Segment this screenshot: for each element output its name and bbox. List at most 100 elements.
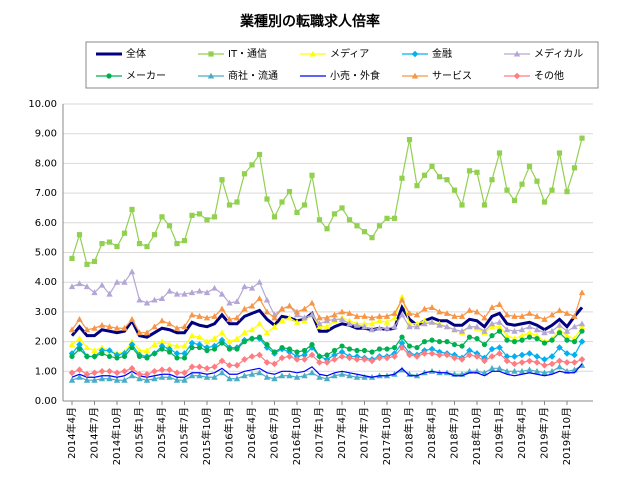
data-point bbox=[76, 373, 83, 380]
data-point bbox=[511, 360, 518, 368]
data-point bbox=[413, 311, 421, 318]
data-point bbox=[496, 350, 503, 357]
data-point bbox=[503, 357, 511, 365]
data-point bbox=[331, 372, 338, 379]
data-point bbox=[301, 356, 308, 363]
data-point bbox=[481, 357, 488, 365]
data-point bbox=[428, 345, 436, 353]
data-point bbox=[451, 326, 458, 333]
y-tick-label: 4.00 bbox=[35, 277, 57, 288]
data-point bbox=[444, 339, 450, 345]
data-point bbox=[241, 372, 248, 379]
data-point bbox=[233, 298, 241, 305]
data-point bbox=[398, 366, 406, 373]
data-point bbox=[474, 336, 480, 342]
data-point bbox=[308, 369, 316, 376]
data-point bbox=[91, 369, 98, 377]
data-point bbox=[203, 373, 211, 380]
x-tick-label: 2019年10月 bbox=[560, 407, 573, 465]
x-tick-label: 2019年7月 bbox=[538, 407, 551, 459]
data-point bbox=[338, 348, 346, 356]
data-point bbox=[211, 363, 218, 371]
data-point bbox=[128, 268, 136, 275]
data-point bbox=[526, 163, 533, 169]
data-point bbox=[324, 352, 330, 358]
data-point bbox=[76, 316, 83, 322]
legend-marker bbox=[207, 72, 215, 79]
data-point bbox=[421, 350, 428, 357]
data-point bbox=[248, 302, 256, 309]
data-point bbox=[376, 223, 383, 229]
data-point bbox=[166, 366, 173, 374]
data-point bbox=[519, 337, 525, 343]
data-point bbox=[384, 346, 390, 352]
data-point bbox=[338, 316, 346, 322]
data-point bbox=[188, 289, 196, 296]
data-point bbox=[458, 313, 466, 319]
data-point bbox=[83, 326, 91, 333]
data-point bbox=[571, 323, 578, 330]
data-point bbox=[518, 326, 526, 333]
data-point bbox=[151, 323, 158, 330]
data-point bbox=[278, 372, 286, 379]
data-point bbox=[496, 318, 503, 325]
data-point bbox=[481, 369, 488, 376]
data-point bbox=[278, 354, 286, 362]
data-point bbox=[428, 350, 436, 357]
data-point bbox=[294, 349, 300, 355]
x-tick-label: 2016年7月 bbox=[268, 407, 281, 459]
data-point bbox=[263, 373, 271, 380]
data-point bbox=[316, 217, 323, 223]
data-point bbox=[571, 313, 578, 319]
data-point bbox=[346, 320, 353, 327]
data-point bbox=[143, 376, 151, 383]
data-point bbox=[571, 339, 578, 345]
data-point bbox=[136, 375, 143, 382]
data-point bbox=[533, 313, 541, 319]
data-point bbox=[166, 223, 173, 229]
data-point bbox=[331, 316, 338, 322]
data-point bbox=[443, 310, 451, 316]
data-point bbox=[564, 189, 570, 195]
data-point bbox=[511, 327, 518, 334]
data-point bbox=[136, 329, 143, 336]
data-point bbox=[144, 243, 150, 250]
data-point bbox=[166, 341, 173, 348]
data-point bbox=[196, 333, 203, 340]
data-point bbox=[256, 320, 263, 327]
data-point bbox=[271, 360, 278, 368]
data-point bbox=[571, 359, 578, 366]
x-tick-label: 2014年10月 bbox=[110, 407, 123, 465]
data-point bbox=[548, 311, 556, 318]
data-point bbox=[541, 369, 548, 376]
data-point bbox=[136, 370, 143, 378]
data-point bbox=[249, 162, 255, 168]
data-point bbox=[361, 373, 368, 380]
data-point bbox=[406, 310, 413, 316]
data-point bbox=[511, 339, 518, 345]
data-point bbox=[331, 347, 338, 354]
data-point bbox=[196, 211, 203, 217]
data-point bbox=[503, 353, 511, 360]
data-point bbox=[354, 223, 360, 229]
data-point bbox=[451, 187, 458, 193]
legend-marker bbox=[208, 51, 214, 57]
data-point bbox=[263, 296, 271, 303]
data-point bbox=[99, 240, 105, 247]
data-point bbox=[211, 214, 218, 220]
data-point bbox=[68, 326, 76, 333]
data-point bbox=[76, 280, 83, 287]
data-point bbox=[293, 356, 301, 363]
data-point bbox=[113, 324, 121, 331]
data-point bbox=[556, 330, 563, 336]
data-point bbox=[444, 177, 450, 183]
data-point bbox=[563, 327, 571, 334]
data-point bbox=[121, 324, 128, 331]
data-point bbox=[166, 349, 173, 355]
y-tick-label: 2.00 bbox=[35, 337, 57, 348]
data-point bbox=[563, 310, 571, 316]
data-point bbox=[181, 376, 188, 383]
data-point bbox=[249, 336, 255, 342]
data-point bbox=[391, 314, 398, 321]
data-point bbox=[488, 345, 496, 353]
